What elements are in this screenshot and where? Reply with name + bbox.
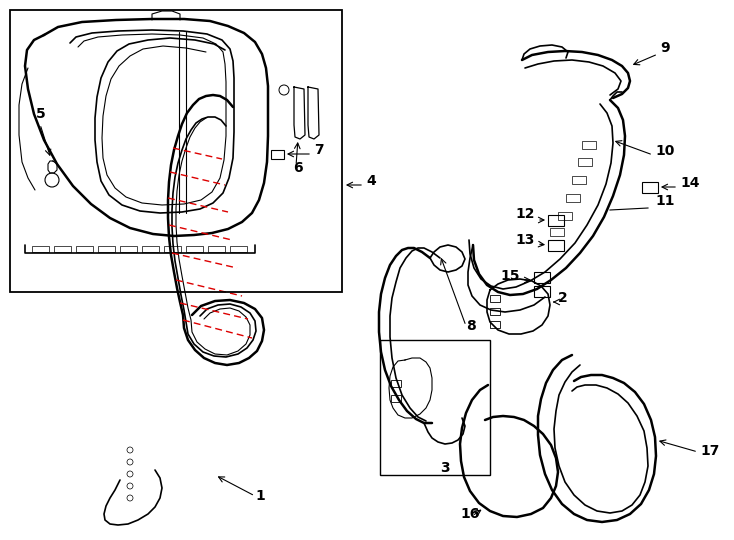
Bar [120, 246, 137, 252]
Text: 1: 1 [255, 489, 265, 503]
Text: 9: 9 [660, 41, 669, 55]
Bar [164, 246, 181, 252]
Bar [186, 246, 203, 252]
Bar [380, 340, 490, 475]
Bar [572, 176, 586, 184]
Bar [490, 308, 500, 315]
Bar [391, 395, 401, 402]
Bar [534, 286, 550, 297]
Text: 6: 6 [293, 161, 302, 175]
Bar [578, 158, 592, 166]
Bar [534, 272, 550, 283]
Bar [391, 380, 401, 387]
Bar [490, 295, 500, 302]
Text: 11: 11 [655, 194, 675, 208]
Bar [582, 141, 596, 149]
Text: 14: 14 [680, 176, 700, 190]
Text: 15: 15 [501, 269, 520, 283]
Text: 12: 12 [515, 207, 535, 221]
Text: 16: 16 [460, 507, 480, 521]
Bar [10, 10, 342, 292]
Text: 5: 5 [36, 107, 46, 121]
Bar [558, 212, 572, 220]
Bar [550, 228, 564, 236]
Text: 3: 3 [440, 461, 450, 475]
Bar [490, 321, 500, 328]
Text: 13: 13 [515, 233, 535, 247]
Text: 17: 17 [700, 444, 719, 458]
Polygon shape [308, 87, 319, 139]
Bar [32, 246, 49, 252]
Text: 10: 10 [655, 144, 675, 158]
Bar [642, 182, 658, 193]
Bar [76, 246, 93, 252]
Bar [208, 246, 225, 252]
Text: 7: 7 [314, 143, 324, 157]
Bar [548, 215, 564, 226]
Text: 8: 8 [466, 319, 476, 333]
Bar [54, 246, 71, 252]
Text: 4: 4 [366, 174, 376, 188]
Bar [548, 240, 564, 251]
Bar [566, 194, 580, 202]
Text: 2: 2 [558, 291, 568, 305]
Bar [142, 246, 159, 252]
Bar [230, 246, 247, 252]
Polygon shape [294, 87, 305, 139]
Bar [98, 246, 115, 252]
Bar [271, 150, 284, 159]
